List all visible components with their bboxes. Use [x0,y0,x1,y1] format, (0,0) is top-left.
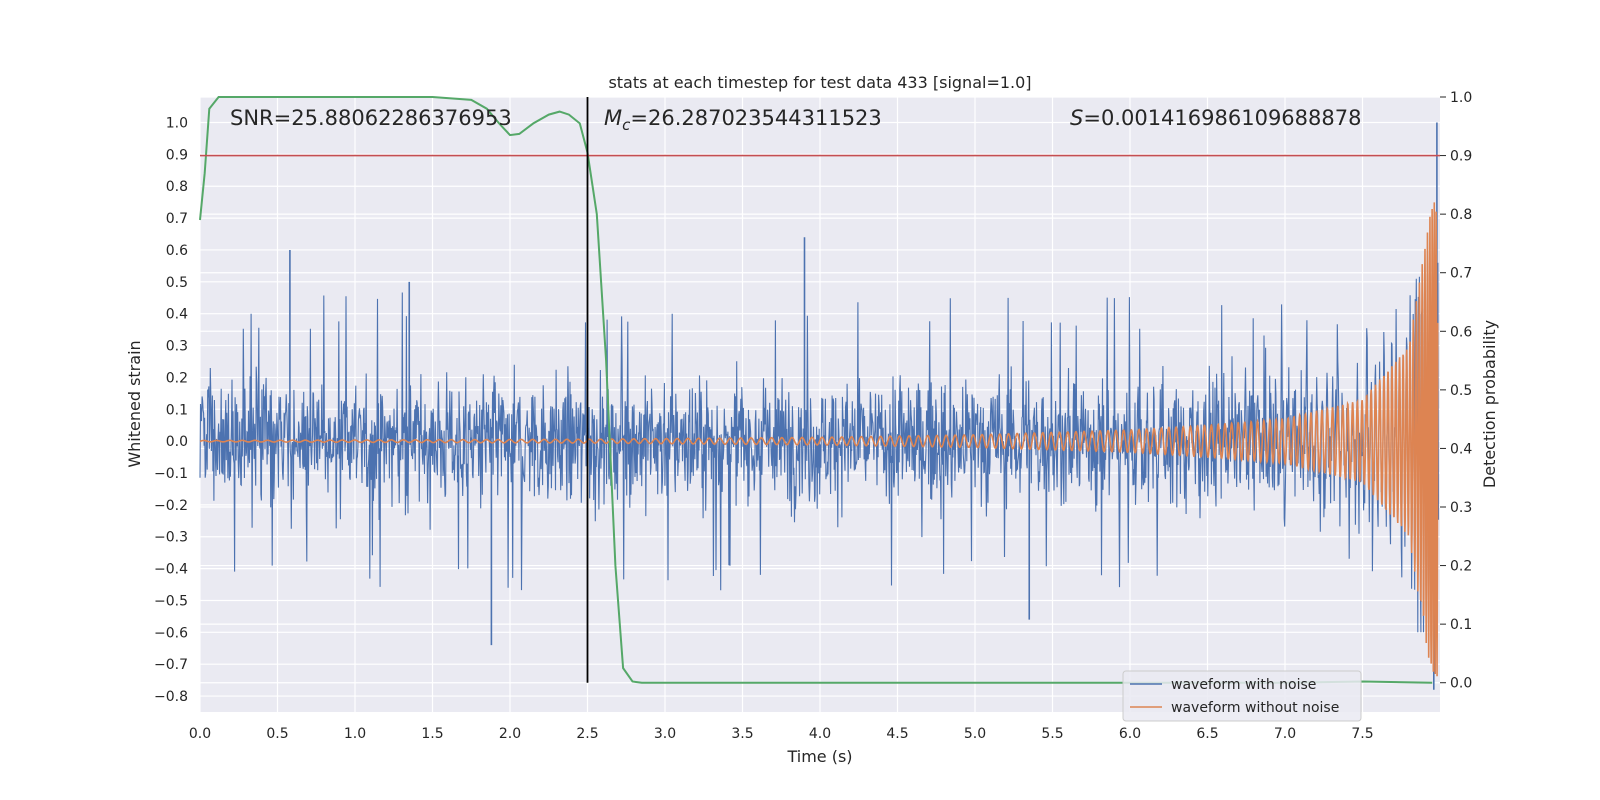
detection-probability-line [199,96,1433,684]
y-right-tick-label: 0.2 [1450,559,1472,575]
y-right-tick-label: 0.3 [1450,500,1472,516]
x-tick-label: 4.5 [886,726,908,742]
y-left-tick-label: −0.7 [154,657,188,673]
y-left-tick-label: 1.0 [166,115,188,131]
legend-label-clean: waveform without noise [1171,700,1339,716]
s-value: =0.001416986109688878 [1083,106,1361,130]
y-left-tick-label: 0.6 [166,243,188,259]
y-left-tick-label: −0.5 [154,593,188,609]
x-axis-label: Time (s) [786,747,852,766]
y-left-tick-label: −0.3 [154,530,188,546]
y-left-tick-label: −0.4 [154,562,188,578]
s-symbol: S [1070,106,1083,130]
statistic-annotation: S=0.001416986109688878 [1070,106,1361,130]
y-left-tick-label: −0.6 [154,625,188,641]
mc-symbol: M [604,106,622,130]
y-left-axis-ticks: 1.0 0.9 0.8 0.7 0.6 0.5 0.4 0.3 0.2 0.1 0.0 −0.1 −0.… [154,115,188,705]
y-right-axis-ticks: 1.0 0.9 0.8 0.7 0.6 0.5 0.4 0.3 0.2 0.1 0.0 [1440,90,1472,692]
chart-title: stats at each timestep for test data 433… [608,73,1031,92]
snr-annotation: SNR=25.88062286376953 [230,106,512,130]
mc-subscript: c [622,116,631,134]
y-left-tick-label: 0.1 [166,402,188,418]
x-tick-label: 1.5 [421,726,443,742]
legend-box [1122,670,1362,722]
y-right-tick-label: 0.8 [1450,207,1472,223]
y-left-tick-label: 0.7 [166,211,188,227]
y-right-tick-label: 0.7 [1450,266,1472,282]
clean-waveform-trace [199,202,1439,677]
y-right-tick-label: 0.4 [1450,441,1472,457]
x-axis-ticks: 0.0 0.5 1.0 1.5 2.0 2.5 3.0 3.5 4.0 4.5 5.0 5.5 6.0 6… [189,726,1374,742]
x-tick-label: 7.5 [1351,726,1373,742]
x-tick-label: 3.0 [654,726,676,742]
y-right-tick-label: 0.9 [1450,149,1472,165]
x-tick-label: 0.0 [189,726,211,742]
y-left-tick-label: 0.4 [166,307,188,323]
y-left-tick-label: −0.8 [154,689,188,705]
y-right-tick-label: 0.5 [1450,383,1472,399]
x-tick-label: 5.5 [1041,726,1063,742]
x-tick-label: 2.0 [499,726,521,742]
series-detection-probability [199,96,1433,684]
y-left-tick-label: 0.3 [166,339,188,355]
legend: waveform with noise waveform without noi… [1122,670,1362,722]
y-left-axis-label: Whitened strain [125,340,144,467]
series-waveform-without-noise [199,202,1439,677]
x-tick-label: 6.5 [1196,726,1218,742]
y-right-tick-label: 0.1 [1450,617,1472,633]
y-right-tick-label: 0.0 [1450,676,1472,692]
y-right-tick-label: 1.0 [1450,90,1472,106]
y-left-tick-label: 0.9 [166,147,188,163]
reference-lines [200,97,1440,683]
x-tick-label: 1.0 [344,726,366,742]
y-right-tick-label: 0.6 [1450,324,1472,340]
x-tick-label: 0.5 [266,726,288,742]
y-left-tick-label: 0.5 [166,275,188,291]
y-left-tick-label: 0.8 [166,179,188,195]
y-left-tick-label: 0.0 [166,434,188,450]
x-tick-label: 3.5 [731,726,753,742]
noisy-waveform-trace [199,262,1440,633]
chirp-mass-annotation: Mc=26.287023544311523 [604,106,882,134]
x-tick-label: 4.0 [809,726,831,742]
y-left-tick-label: −0.2 [154,498,188,514]
mc-value: =26.287023544311523 [630,106,881,130]
x-tick-label: 6.0 [1119,726,1141,742]
x-tick-label: 2.5 [576,726,598,742]
legend-label-noise: waveform with noise [1171,677,1316,693]
y-left-tick-label: 0.2 [166,370,188,386]
x-tick-label: 7.0 [1274,726,1296,742]
x-tick-label: 5.0 [964,726,986,742]
y-right-axis-label: Detection probability [1480,320,1499,488]
y-left-tick-label: −0.1 [154,466,188,482]
